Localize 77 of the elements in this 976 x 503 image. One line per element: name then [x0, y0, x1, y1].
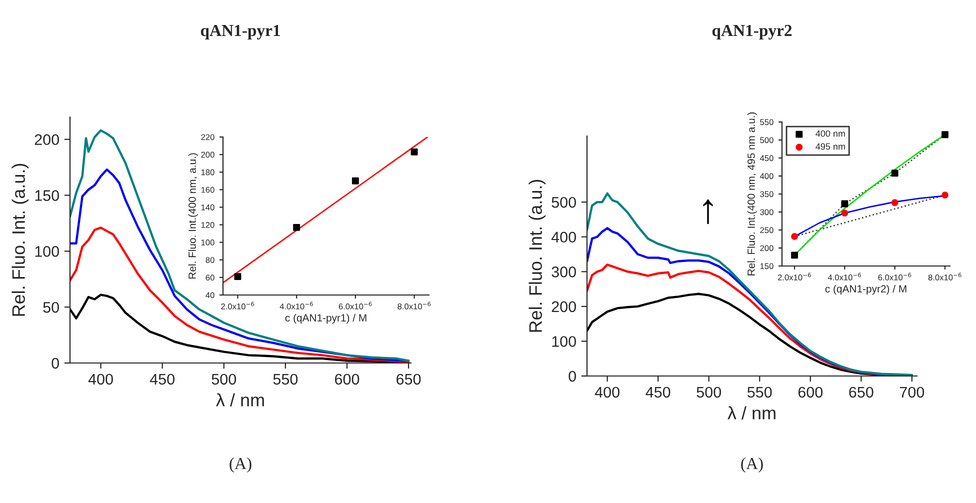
y-tick-label: 0 [568, 370, 576, 382]
legend-label: 400 nm [816, 130, 845, 137]
x-tick-label: 650 [396, 374, 421, 385]
x-tick-label: 500 [696, 386, 721, 398]
y-tick-label: 450 [760, 155, 774, 162]
point [352, 177, 359, 184]
y-tick-label: 550 [760, 119, 774, 126]
y-tick-label: 300 [760, 209, 774, 216]
x-axis-title: c (qAN1-pyr1) / M [285, 314, 366, 324]
x-tick-label: 4.0x10$^{−6}$ [280, 302, 313, 310]
x-tick-label: 650 [849, 386, 874, 398]
x-tick-label: 550 [273, 374, 298, 385]
annotation: ↑ [703, 199, 713, 224]
point [891, 170, 898, 177]
y-tick-label: 100 [552, 336, 576, 347]
y-tick-label: 250 [760, 227, 774, 234]
x-tick-label: 8.0x10$^{−6}$ [398, 302, 431, 310]
point [841, 200, 848, 208]
point [942, 192, 948, 199]
point [234, 273, 242, 280]
y-tick-label: 200 [201, 152, 214, 158]
y-tick-label: 50 [43, 302, 59, 313]
y-tick-label: 400 [760, 173, 774, 180]
y-tick-label: 150 [35, 190, 59, 201]
x-tick-label: 4.0x10$^{−6}$ [828, 272, 862, 280]
y-tick-label: 100 [35, 246, 59, 257]
y-tick-label: 350 [760, 191, 774, 198]
y-tick-label: 140 [201, 204, 214, 210]
y-tick-label: 500 [552, 196, 576, 208]
y-tick-label: 180 [201, 169, 214, 176]
y-tick-label: 300 [552, 266, 576, 278]
y-tick-label: 200 [760, 245, 774, 252]
x-tick-label: 2.0x10$^{−6}$ [221, 302, 254, 310]
x-tick-label: 400 [88, 374, 113, 385]
x-tick-label: 2.0x10$^{−6}$ [778, 272, 811, 280]
y-axis-title: Rel. Fluo. Int.(400 nm, a.u.) [188, 153, 198, 279]
point [791, 233, 798, 240]
x-axis-title: c (qAN1-pyr2) / M [825, 284, 906, 295]
point [791, 252, 798, 259]
x-axis-title: λ / nm [728, 406, 776, 420]
x-tick-label: 700 [900, 386, 924, 398]
point [410, 148, 418, 156]
point [841, 210, 848, 217]
y-axis-title: Rel. Fluo. Int. (a.u.) [528, 180, 546, 332]
y-tick-label: 200 [34, 134, 59, 146]
x-tick-label: 400 [594, 386, 620, 398]
line-series [587, 192, 914, 376]
x-tick-label: 450 [150, 374, 174, 385]
y-tick-label: 220 [201, 134, 214, 140]
x-tick-label: 600 [335, 374, 360, 385]
text: (A) [230, 457, 252, 473]
legend-label: 495 nm [816, 143, 845, 150]
y-tick-label: 60 [206, 274, 214, 281]
y-tick-label: 400 [551, 232, 576, 243]
x-tick-label: 6.0x10$^{−6}$ [878, 272, 912, 280]
y-tick-label: 200 [552, 301, 576, 312]
y-tick-label: 160 [201, 186, 214, 193]
point [942, 131, 948, 138]
x-tick-label: 600 [798, 386, 823, 398]
y-tick-label: 40 [206, 292, 214, 298]
y-tick-label: 80 [206, 257, 214, 263]
y-axis-title: Rel. Fluo. Int. (a.u.) [12, 164, 29, 316]
x-axis-title: λ / nm [216, 393, 264, 406]
y-tick-label: 150 [760, 263, 774, 270]
y-tick-label: 0 [52, 358, 59, 369]
chart-title: qAN1-pyr1 [200, 24, 280, 40]
y-axis-title: Rel. Fluo. Int.(400 nm, 495 nm a.u.) [747, 112, 757, 276]
text: (A) [741, 457, 763, 473]
x-tick-label: 6.0x10$^{−6}$ [338, 302, 372, 310]
x-tick-label: 8.0x10$^{−6}$ [928, 272, 962, 280]
x-tick-label: 450 [646, 386, 670, 398]
y-tick-label: 100 [201, 240, 214, 246]
point [293, 224, 300, 231]
y-tick-label: 500 [760, 137, 774, 144]
chart-title: qAN1-pyr2 [712, 24, 792, 40]
point [891, 199, 898, 206]
y-tick-label: 120 [201, 222, 214, 228]
